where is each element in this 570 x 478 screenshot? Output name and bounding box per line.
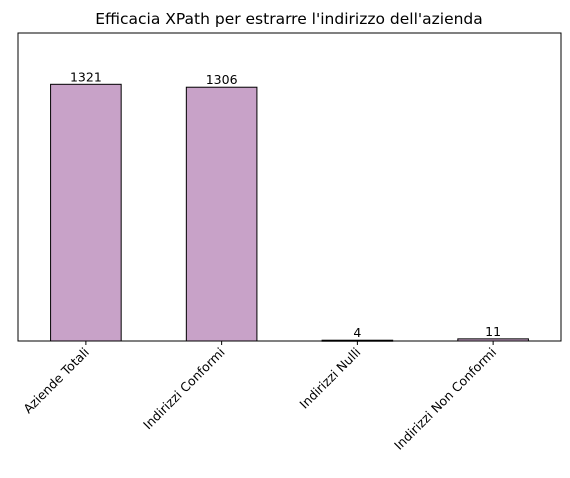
bar-1	[185, 86, 258, 342]
x-tick-label: Indirizzi Conformi	[140, 345, 228, 433]
bar-0	[50, 83, 122, 342]
x-tick-label: Aziende Totali	[20, 345, 92, 417]
chart-title: Efficacia XPath per estrarre l'indirizzo…	[95, 10, 483, 28]
x-tick-label: Indirizzi Non Conformi	[391, 345, 499, 453]
bar-value-label: 1321	[70, 69, 102, 84]
bar-value-label: 4	[353, 325, 361, 340]
bar-value-label: 11	[485, 324, 501, 339]
x-tick-label: Indirizzi Nulli	[296, 345, 363, 412]
x-axis: Aziende Totali Indirizzi Conformi Indirizz…	[20, 341, 499, 453]
plot-frame	[17, 32, 562, 342]
bar-value-label: 1306	[206, 72, 238, 87]
bars-group: 1321 1306 4 11	[50, 69, 529, 342]
bar-3	[457, 338, 529, 342]
